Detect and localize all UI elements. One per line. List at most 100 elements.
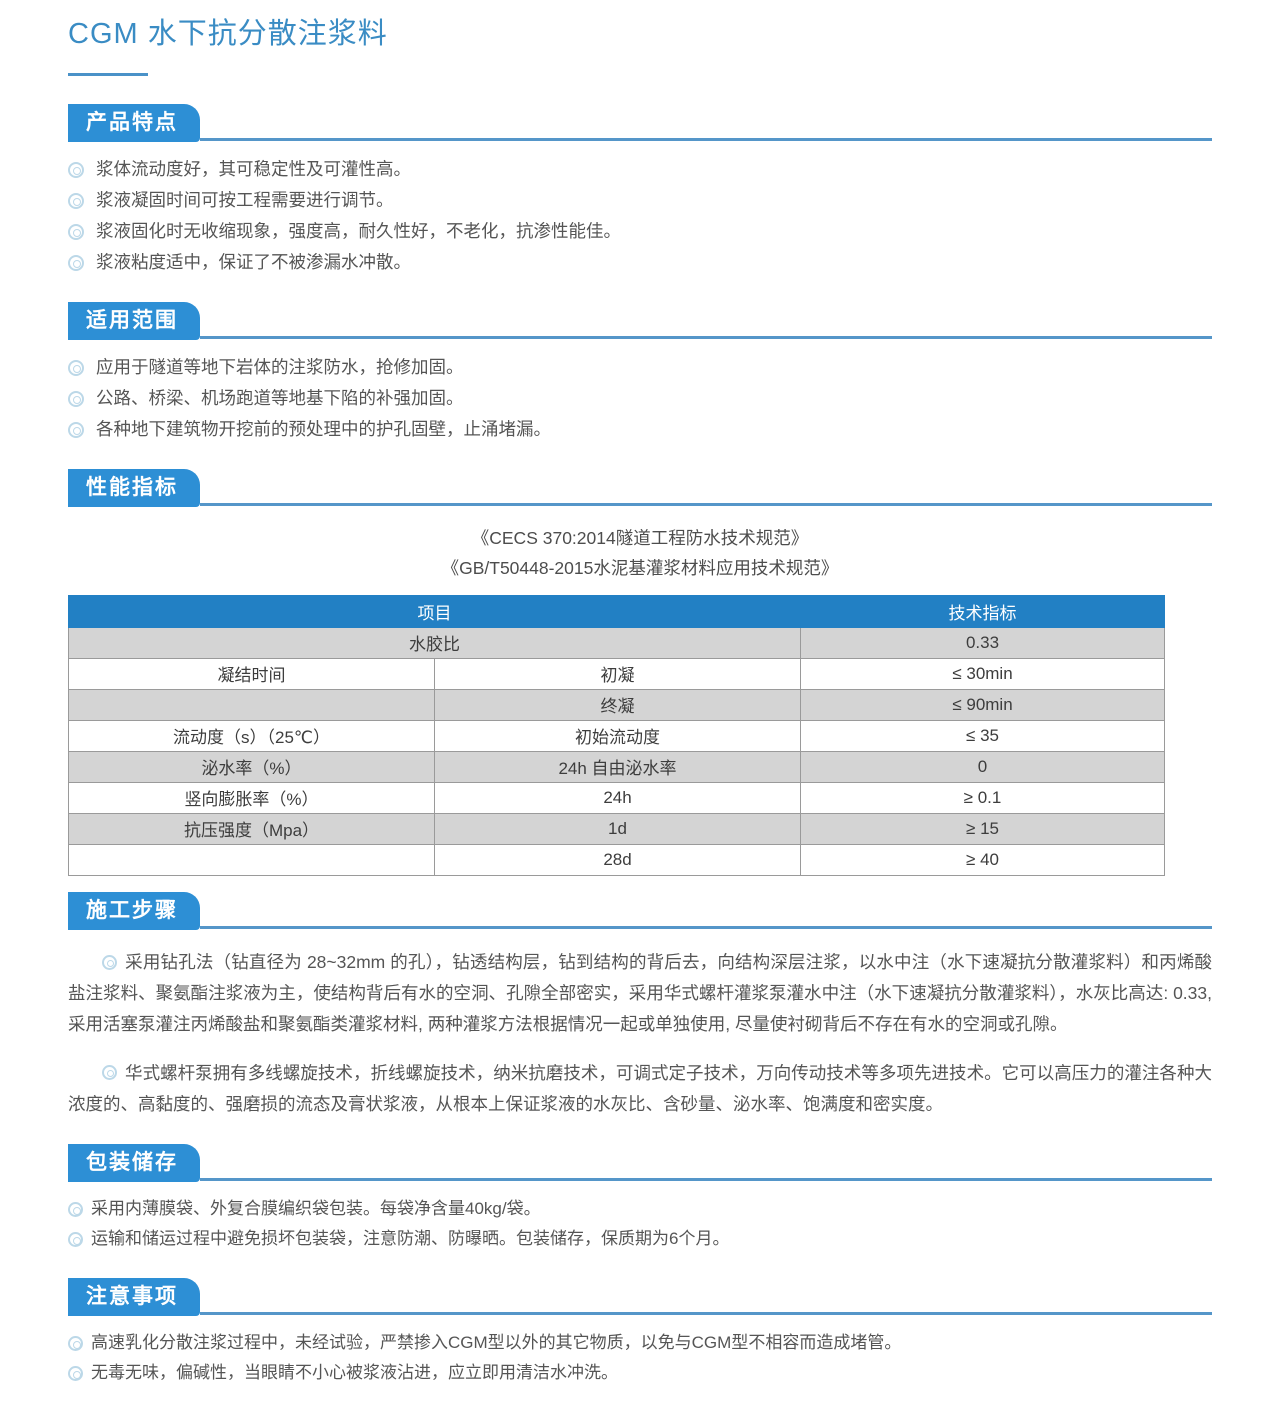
table-cell-subitem: 24h 自由泌水率 [434, 750, 801, 783]
section-header-features: 产品特点 [68, 102, 1212, 142]
list-item-text: 无毒无味，偏碱性，当眼睛不小心被浆液沾进，应立即用清洁水冲洗。 [91, 1362, 618, 1382]
list-item: 采用内薄膜袋、外复合膜编织袋包装。每袋净含量40kg/袋。 [68, 1194, 1212, 1224]
list-item: 无毒无味，偏碱性，当眼睛不小心被浆液沾进，应立即用清洁水冲洗。 [68, 1358, 1212, 1388]
scope-list: 应用于隧道等地下岩体的注浆防水，抢修加固。 公路、桥梁、机场跑道等地基下陷的补强… [68, 352, 1212, 445]
list-item-text: 各种地下建筑物开挖前的预处理中的护孔固壁，止涌堵漏。 [96, 418, 551, 439]
section-heading-label: 施工步骤 [68, 891, 200, 930]
double-circle-bullet-icon [68, 391, 84, 408]
section-header-scope: 适用范围 [68, 300, 1212, 340]
table-row: 水胶比 0.33 [68, 626, 1165, 659]
table-cell-item: 凝结时间 [68, 657, 435, 690]
page-title: CGM 水下抗分散注浆料 [68, 18, 388, 50]
list-item-text: 浆液凝固时间可按工程需要进行调节。 [96, 189, 394, 210]
table-column-header-item: 项目 [68, 594, 801, 628]
double-circle-bullet-icon [68, 422, 84, 439]
notes-list: 高速乳化分散注浆过程中，未经试验，严禁掺入CGM型以外的其它物质，以免与CGM型… [68, 1328, 1212, 1388]
table-cell-spec: 0 [800, 750, 1165, 783]
double-circle-bullet-icon [68, 1336, 83, 1352]
list-item-text: 浆体流动度好，其可稳定性及可灌性高。 [96, 158, 411, 179]
table-cell-subitem: 24h [434, 781, 801, 814]
section-performance: 性能指标 《CECS 370:2014隧道工程防水技术规范》 《GB/T5044… [68, 467, 1212, 876]
paragraph-text: 采用钻孔法（钻直径为 28~32mm 的孔），钻透结构层，钻到结构的背后去，向结… [68, 952, 1212, 1035]
table-row: 抗压强度（Mpa） 1d ≥ 15 [68, 812, 1165, 845]
section-notes: 注意事项 高速乳化分散注浆过程中，未经试验，严禁掺入CGM型以外的其它物质，以免… [68, 1276, 1212, 1388]
section-features: 产品特点 浆体流动度好，其可稳定性及可灌性高。 浆液凝固时间可按工程需要进行调节… [68, 102, 1212, 278]
list-item-text: 运输和储运过程中避免损坏包装袋，注意防潮、防曝晒。包装储存，保质期为6个月。 [91, 1228, 730, 1248]
section-divider-line [200, 137, 1212, 141]
section-heading-label: 性能指标 [68, 468, 200, 507]
table-row: 泌水率（%） 24h 自由泌水率 0 [68, 750, 1165, 783]
table-cell-item: 泌水率（%） [68, 750, 435, 783]
table-row: 28d ≥ 40 [68, 843, 1165, 876]
table-cell-spec: ≥ 0.1 [800, 781, 1165, 814]
double-circle-bullet-icon [102, 954, 117, 970]
table-row: 终凝 ≤ 90min [68, 688, 1165, 721]
section-packaging-storage: 包装储存 采用内薄膜袋、外复合膜编织袋包装。每袋净含量40kg/袋。 运输和储运… [68, 1142, 1212, 1254]
table-cell-spec: ≤ 90min [800, 688, 1165, 721]
table-cell-spec: 0.33 [800, 626, 1165, 659]
section-heading-label: 注意事项 [68, 1277, 200, 1316]
section-construction-steps: 施工步骤 采用钻孔法（钻直径为 28~32mm 的孔），钻透结构层，钻到结构的背… [68, 890, 1212, 1120]
double-circle-bullet-icon [68, 162, 84, 179]
table-cell-item: 水胶比 [68, 626, 801, 659]
section-header-notes: 注意事项 [68, 1276, 1212, 1316]
list-item: 浆液固化时无收缩现象，强度高，耐久性好，不老化，抗渗性能佳。 [68, 216, 1212, 247]
title-underline [68, 72, 148, 76]
table-cell-spec: ≤ 35 [800, 719, 1165, 752]
packaging-list: 采用内薄膜袋、外复合膜编织袋包装。每袋净含量40kg/袋。 运输和储运过程中避免… [68, 1194, 1212, 1254]
table-header-row: 项目 技术指标 [68, 594, 1165, 628]
list-item-text: 采用内薄膜袋、外复合膜编织袋包装。每袋净含量40kg/袋。 [91, 1198, 541, 1218]
list-item-text: 应用于隧道等地下岩体的注浆防水，抢修加固。 [96, 356, 464, 377]
list-item: 浆液粘度适中，保证了不被渗漏水冲散。 [68, 247, 1212, 278]
construction-steps-body: 采用钻孔法（钻直径为 28~32mm 的孔），钻透结构层，钻到结构的背后去，向结… [68, 947, 1212, 1120]
table-cell-item: 竖向膨胀率（%） [68, 781, 435, 814]
section-heading-label: 产品特点 [68, 103, 200, 142]
standards-references: 《CECS 370:2014隧道工程防水技术规范》 《GB/T50448-201… [68, 523, 1212, 583]
double-circle-bullet-icon [68, 1202, 83, 1218]
standard-reference-line: 《CECS 370:2014隧道工程防水技术规范》 [471, 527, 809, 548]
paragraph: 华式螺杆泵拥有多线螺旋技术，折线螺旋技术，纳米抗磨技术，可调式定子技术，万向传动… [68, 1058, 1212, 1120]
table-cell-spec: ≥ 15 [800, 812, 1165, 845]
paragraph-text: 华式螺杆泵拥有多线螺旋技术，折线螺旋技术，纳米抗磨技术，可调式定子技术，万向传动… [68, 1062, 1212, 1114]
section-divider-line [200, 1311, 1212, 1315]
performance-spec-table: 项目 技术指标 水胶比 0.33 凝结时间 初凝 ≤ 30min 终凝 ≤ 90… [68, 594, 1165, 876]
section-scope: 适用范围 应用于隧道等地下岩体的注浆防水，抢修加固。 公路、桥梁、机场跑道等地基… [68, 300, 1212, 445]
table-cell-item [68, 843, 435, 876]
table-cell-item [68, 688, 435, 721]
list-item: 各种地下建筑物开挖前的预处理中的护孔固壁，止涌堵漏。 [68, 414, 1212, 445]
standard-reference-line: 《GB/T50448-2015水泥基灌浆材料应用技术规范》 [441, 557, 839, 578]
table-cell-subitem: 终凝 [434, 688, 801, 721]
list-item: 运输和储运过程中避免损坏包装袋，注意防潮、防曝晒。包装储存，保质期为6个月。 [68, 1224, 1212, 1254]
table-cell-item: 流动度（s）（25℃） [68, 719, 435, 752]
double-circle-bullet-icon [68, 360, 84, 377]
section-heading-label: 适用范围 [68, 301, 200, 340]
list-item: 浆体流动度好，其可稳定性及可灌性高。 [68, 154, 1212, 185]
table-cell-spec: ≥ 40 [800, 843, 1165, 876]
double-circle-bullet-icon [68, 1366, 83, 1382]
features-list: 浆体流动度好，其可稳定性及可灌性高。 浆液凝固时间可按工程需要进行调节。 浆液固… [68, 154, 1212, 278]
table-cell-spec: ≤ 30min [800, 657, 1165, 690]
double-circle-bullet-icon [68, 224, 84, 241]
double-circle-bullet-icon [102, 1065, 117, 1081]
list-item-text: 浆液粘度适中，保证了不被渗漏水冲散。 [96, 251, 411, 272]
section-divider-line [200, 1177, 1212, 1181]
list-item: 公路、桥梁、机场跑道等地基下陷的补强加固。 [68, 383, 1212, 414]
list-item-text: 公路、桥梁、机场跑道等地基下陷的补强加固。 [96, 387, 464, 408]
section-header-performance: 性能指标 [68, 467, 1212, 507]
section-divider-line [200, 925, 1212, 929]
list-item-text: 浆液固化时无收缩现象，强度高，耐久性好，不老化，抗渗性能佳。 [96, 220, 621, 241]
list-item: 应用于隧道等地下岩体的注浆防水，抢修加固。 [68, 352, 1212, 383]
double-circle-bullet-icon [68, 1232, 83, 1248]
table-cell-subitem: 初凝 [434, 657, 801, 690]
section-header-packaging-storage: 包装储存 [68, 1142, 1212, 1182]
table-row: 流动度（s）（25℃） 初始流动度 ≤ 35 [68, 719, 1165, 752]
table-row: 凝结时间 初凝 ≤ 30min [68, 657, 1165, 690]
section-divider-line [200, 502, 1212, 506]
list-item-text: 高速乳化分散注浆过程中，未经试验，严禁掺入CGM型以外的其它物质，以免与CGM型… [91, 1332, 902, 1352]
paragraph: 采用钻孔法（钻直径为 28~32mm 的孔），钻透结构层，钻到结构的背后去，向结… [68, 947, 1212, 1040]
list-item: 高速乳化分散注浆过程中，未经试验，严禁掺入CGM型以外的其它物质，以免与CGM型… [68, 1328, 1212, 1358]
list-item: 浆液凝固时间可按工程需要进行调节。 [68, 185, 1212, 216]
section-divider-line [200, 335, 1212, 339]
table-cell-subitem: 初始流动度 [434, 719, 801, 752]
